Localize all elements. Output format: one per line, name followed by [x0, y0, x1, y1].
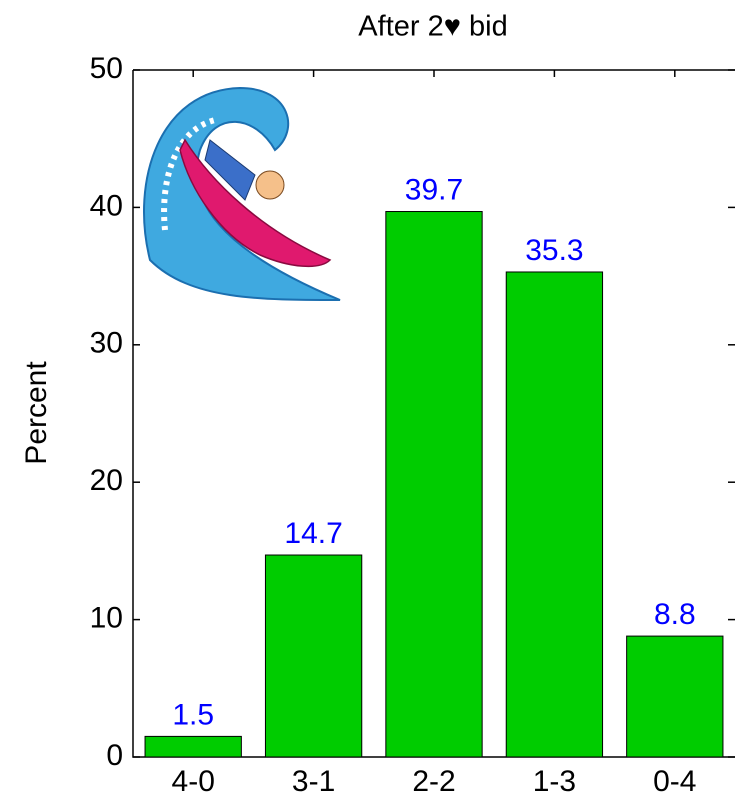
surfer-clipart	[143, 86, 341, 301]
bar	[385, 211, 483, 758]
y-tick-label: 0	[106, 739, 123, 772]
bar	[144, 735, 242, 758]
y-tick-label: 30	[90, 327, 123, 360]
value-label: 8.8	[654, 598, 696, 631]
x-tick-label: 2-2	[412, 765, 455, 798]
y-tick-label: 40	[90, 189, 123, 222]
x-tick-label: 4-0	[172, 765, 215, 798]
chart-title: After 2♥ bid	[358, 11, 507, 43]
y-axis-label: Percent	[20, 361, 53, 465]
bar	[505, 271, 604, 758]
value-label: 1.5	[172, 698, 214, 731]
y-tick-label: 10	[90, 602, 123, 635]
x-tick-label: 1-3	[533, 765, 576, 798]
bar	[264, 554, 363, 758]
x-tick-label: 0-4	[653, 765, 696, 798]
y-tick-label: 50	[90, 52, 123, 85]
x-tick-label: 3-1	[292, 765, 335, 798]
bar	[626, 635, 724, 758]
y-tick-label: 20	[90, 464, 123, 497]
value-label: 35.3	[525, 234, 583, 267]
value-label: 39.7	[405, 173, 463, 206]
value-label: 14.7	[284, 517, 342, 550]
